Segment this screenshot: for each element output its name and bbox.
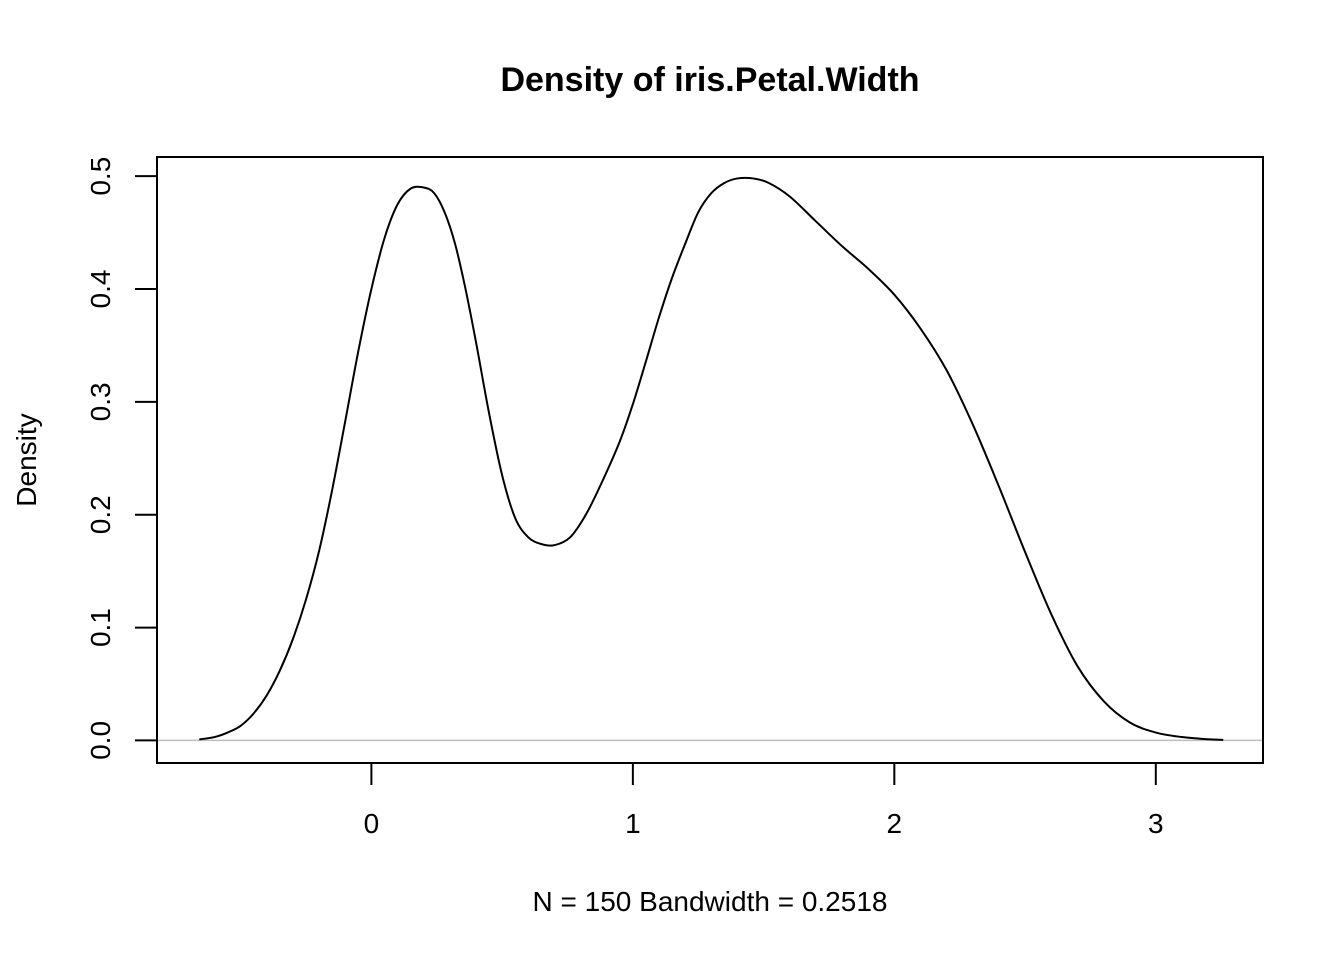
x-axis-label: N = 150 Bandwidth = 0.2518 bbox=[533, 886, 888, 917]
y-tick-label: 0.1 bbox=[85, 608, 116, 647]
x-tick-label: 2 bbox=[887, 808, 903, 839]
y-axis-label: Density bbox=[11, 413, 42, 506]
density-curve bbox=[199, 176, 1224, 741]
y-tick-label: 0.2 bbox=[85, 495, 116, 534]
x-tick-label: 0 bbox=[364, 808, 380, 839]
y-tick-label: 0.4 bbox=[85, 270, 116, 309]
x-tick-label: 3 bbox=[1148, 808, 1164, 839]
y-tick-label: 0.0 bbox=[85, 721, 116, 760]
y-axis: 0.0 0.1 0.2 0.3 0.4 0.5 bbox=[85, 157, 158, 760]
y-tick-label: 0.3 bbox=[85, 382, 116, 421]
y-tick-label: 0.5 bbox=[85, 157, 116, 196]
x-tick-label: 1 bbox=[625, 808, 641, 839]
chart-title: Density of iris.Petal.Width bbox=[500, 61, 919, 99]
x-axis: 0 1 2 3 bbox=[364, 762, 1164, 839]
